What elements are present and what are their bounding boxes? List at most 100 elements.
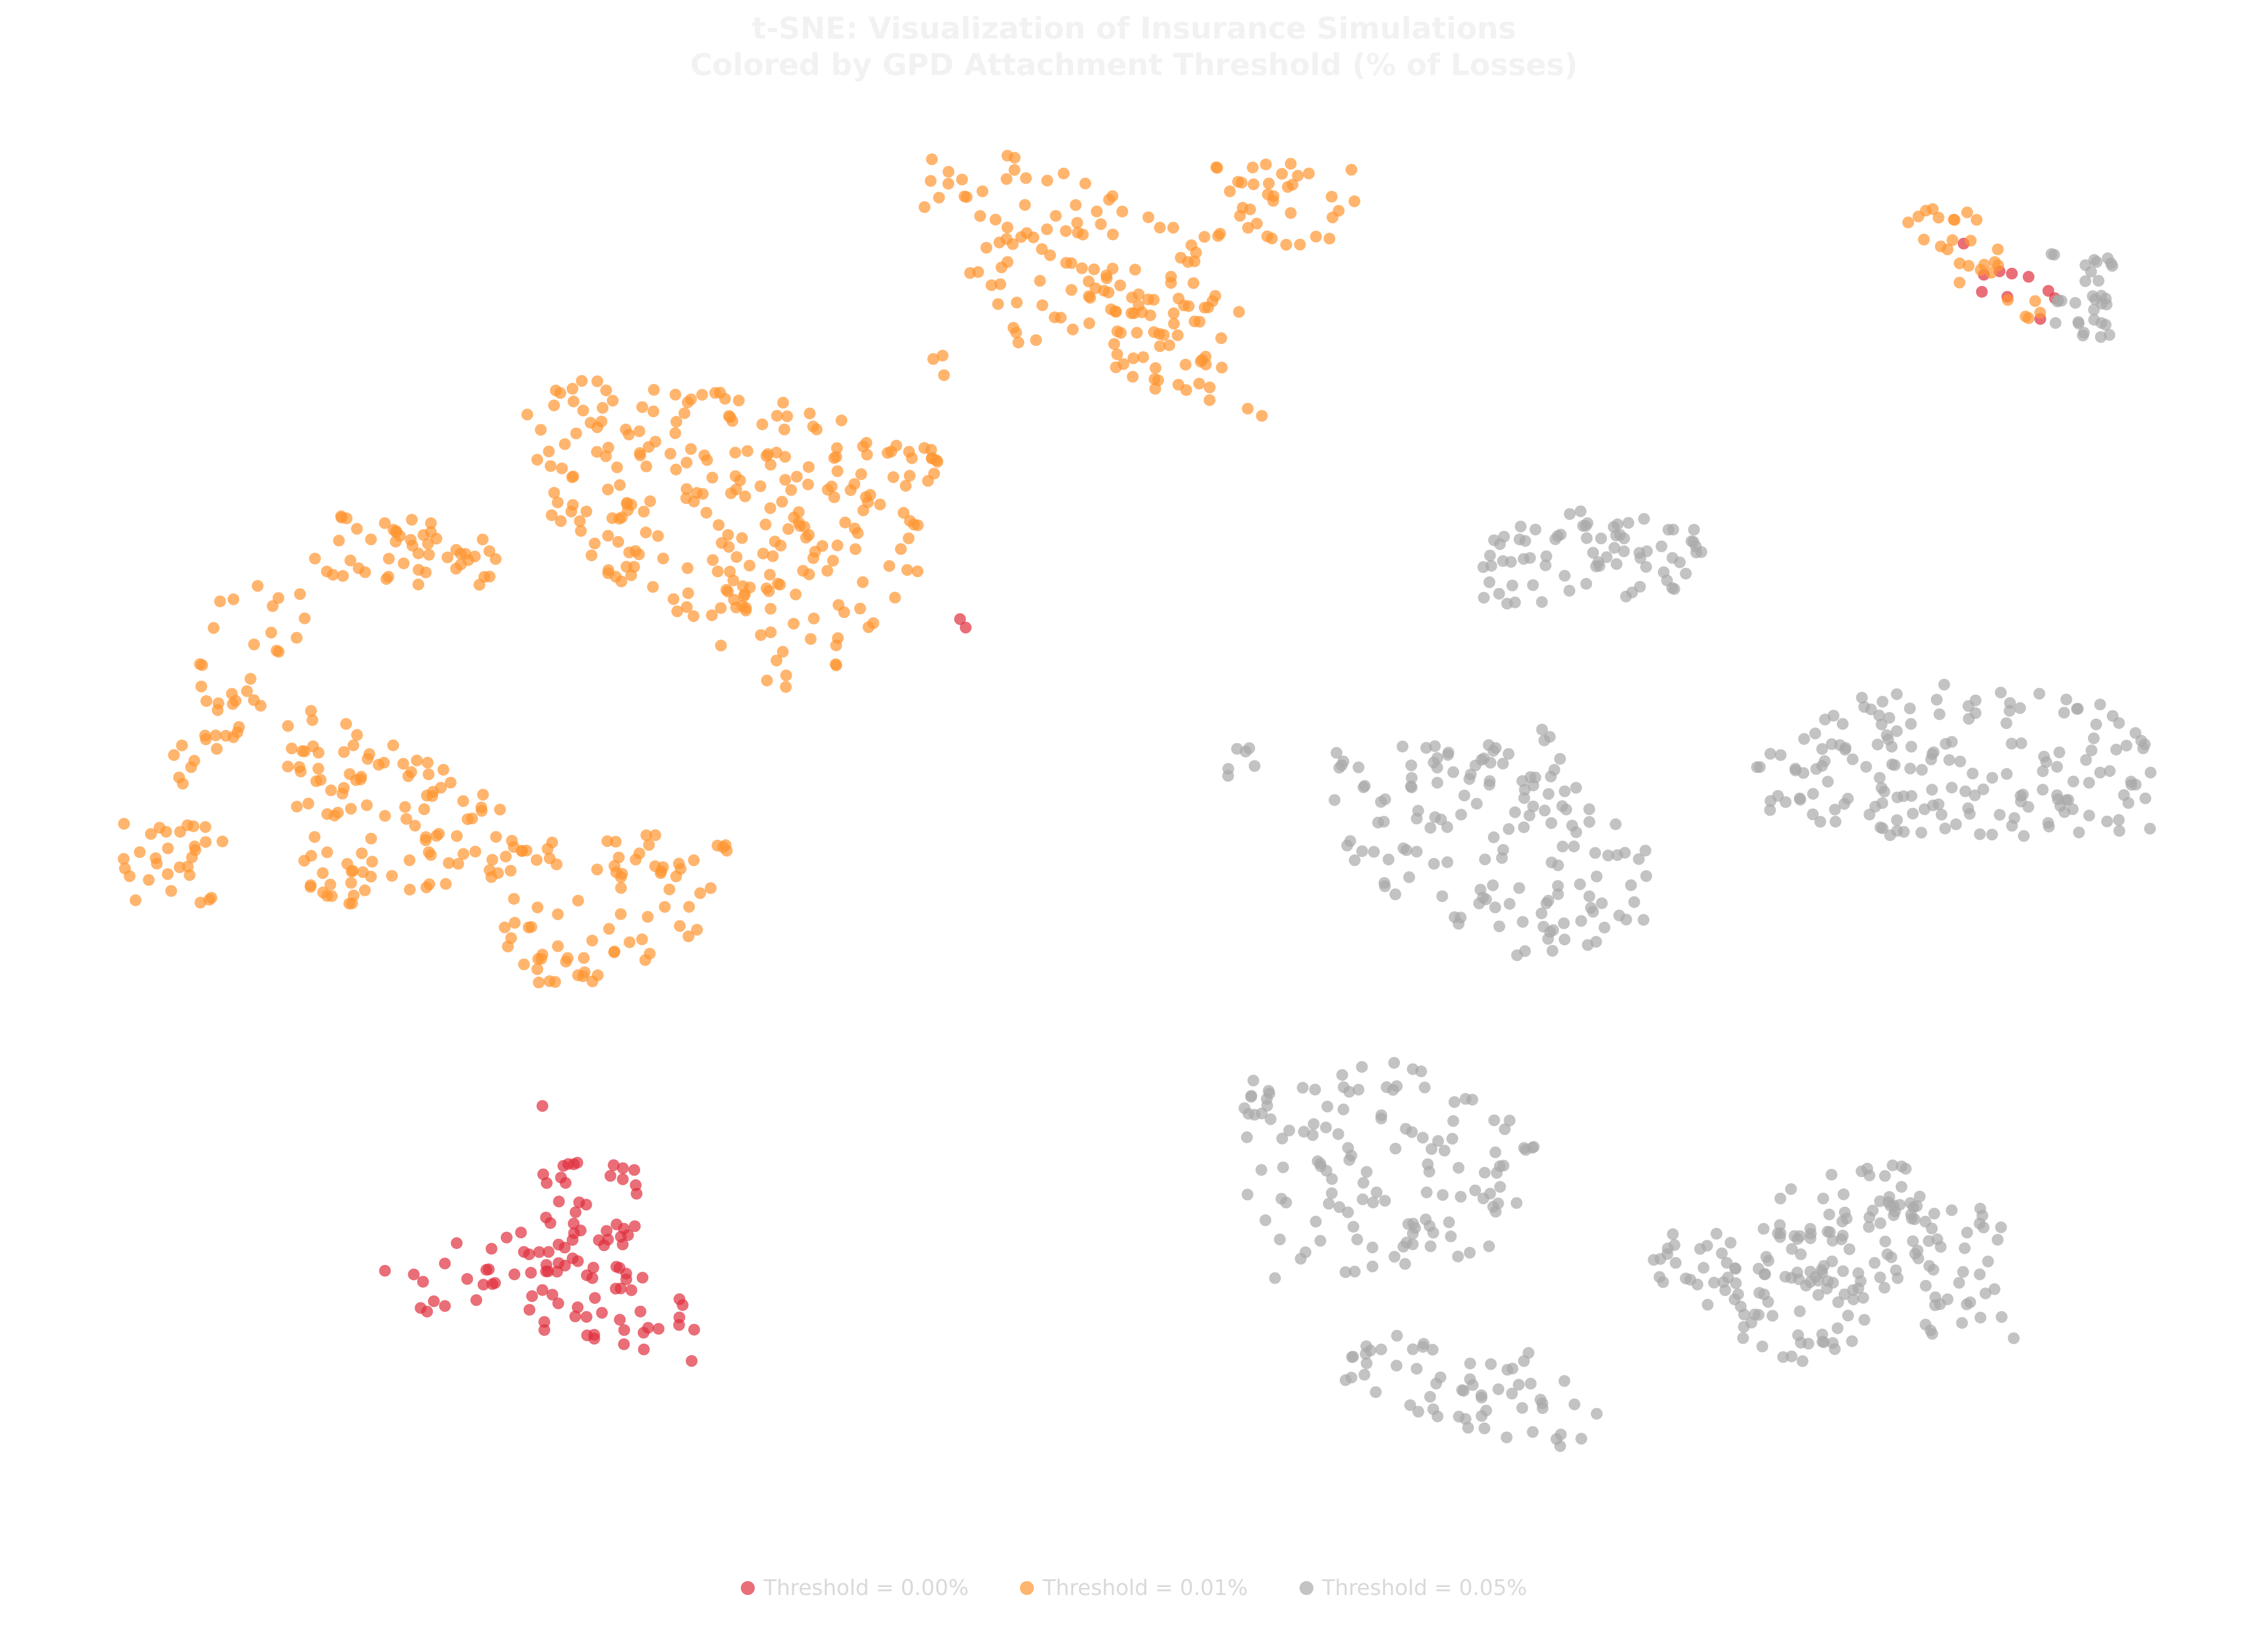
scatter-point [552,1257,565,1269]
scatter-point [1974,1312,1987,1323]
scatter-point [904,470,916,482]
scatter-point [552,496,564,508]
scatter-point [1088,263,1100,275]
scatter-point [1463,773,1476,785]
scatter-point [756,418,769,431]
scatter-point [298,745,311,757]
scatter-point [1764,804,1776,816]
scatter-point [1494,538,1506,550]
scatter-point [1915,826,1927,839]
scatter-point [1638,914,1650,926]
scatter-point [282,761,294,773]
chart-subtitle: Colored by GPD Attachment Threshold (% o… [690,48,1578,82]
scatter-point [764,502,776,514]
legend-label: Threshold = 0.01% [1042,1576,1248,1600]
scatter-point [1891,825,1903,837]
scatter-point [2040,756,2052,768]
scatter-point [912,519,924,531]
scatter-point [673,1293,686,1305]
scatter-point [1857,1292,1869,1304]
scatter-point [1375,1343,1387,1356]
scatter-point [1505,556,1517,568]
scatter-point [1790,764,1801,777]
scatter-point [1559,570,1571,582]
scatter-point [341,512,353,524]
scatter-point [1506,1363,1519,1375]
scatter-point [1598,921,1611,934]
scatter-point [1137,351,1150,363]
scatter-point [1496,852,1508,864]
scatter-point [779,450,791,463]
scatter-point [1818,1336,1830,1348]
scatter-point [1961,206,1973,219]
scatter-point [535,424,547,436]
scatter-point [1701,1239,1713,1252]
scatter-point [2003,705,2016,717]
scatter-point [304,881,317,893]
scatter-point [1065,284,1078,296]
scatter-point [1454,912,1467,924]
scatter-point [1891,791,1904,803]
scatter-point [1479,853,1491,866]
scatter-point [821,565,833,577]
scatter-point [1091,205,1103,217]
scatter-point [1546,945,1559,957]
scatter-point [776,495,788,508]
scatter-point [457,848,470,860]
scatter-point [1764,748,1776,760]
scatter-point [1814,816,1827,828]
scatter-point [1367,1197,1379,1209]
scatter-point [423,846,435,859]
scatter-point [827,554,839,567]
scatter-point [903,446,915,458]
scatter-point [1590,1408,1603,1420]
scatter-point [294,588,306,600]
scatter-point [816,540,829,552]
scatter-point [1826,1169,1838,1181]
scatter-point [1193,315,1206,328]
scatter-point [964,267,976,279]
scatter-point [791,471,803,483]
scatter-point [722,529,734,541]
scatter-point [673,1311,686,1323]
scatter-point [1959,785,1971,798]
scatter-point [543,1246,555,1258]
scatter-point [1326,1173,1338,1185]
scatter-point [617,1162,629,1175]
scatter-point [1435,1371,1447,1383]
scatter-point [1666,552,1679,564]
scatter-point [577,952,590,964]
scatter-point [1946,781,1958,794]
scatter-point [899,480,912,492]
scatter-point [1255,1164,1267,1176]
scatter-point [1321,1101,1333,1112]
scatter-point [1356,1061,1368,1073]
scatter-point [2104,765,2116,777]
scatter-point [2015,737,2027,749]
scatter-point [1415,1065,1428,1078]
scatter-point [670,870,682,883]
scatter-point [1165,277,1177,289]
scatter-point [420,789,433,802]
scatter-point [730,470,742,482]
scatter-point [2008,1332,2020,1344]
scatter-point [490,831,502,843]
scatter-point [1403,871,1415,883]
scatter-point [1424,822,1437,834]
scatter-point [1241,1188,1253,1201]
scatter-point [2078,327,2090,339]
scatter-point [450,1237,463,1249]
scatter-point [1518,821,1530,833]
scatter-point [1856,691,1868,704]
scatter-point [340,718,352,730]
scatter-point [719,393,731,405]
scatter-point [2139,792,2152,804]
scatter-point [602,441,614,454]
scatter-point [405,766,417,778]
scatter-point [696,389,708,401]
scatter-point [1608,541,1620,554]
scatter-point [1716,1247,1728,1260]
scatter-point [737,580,749,592]
scatter-point [1306,1129,1319,1141]
scatter-point [1809,727,1821,740]
